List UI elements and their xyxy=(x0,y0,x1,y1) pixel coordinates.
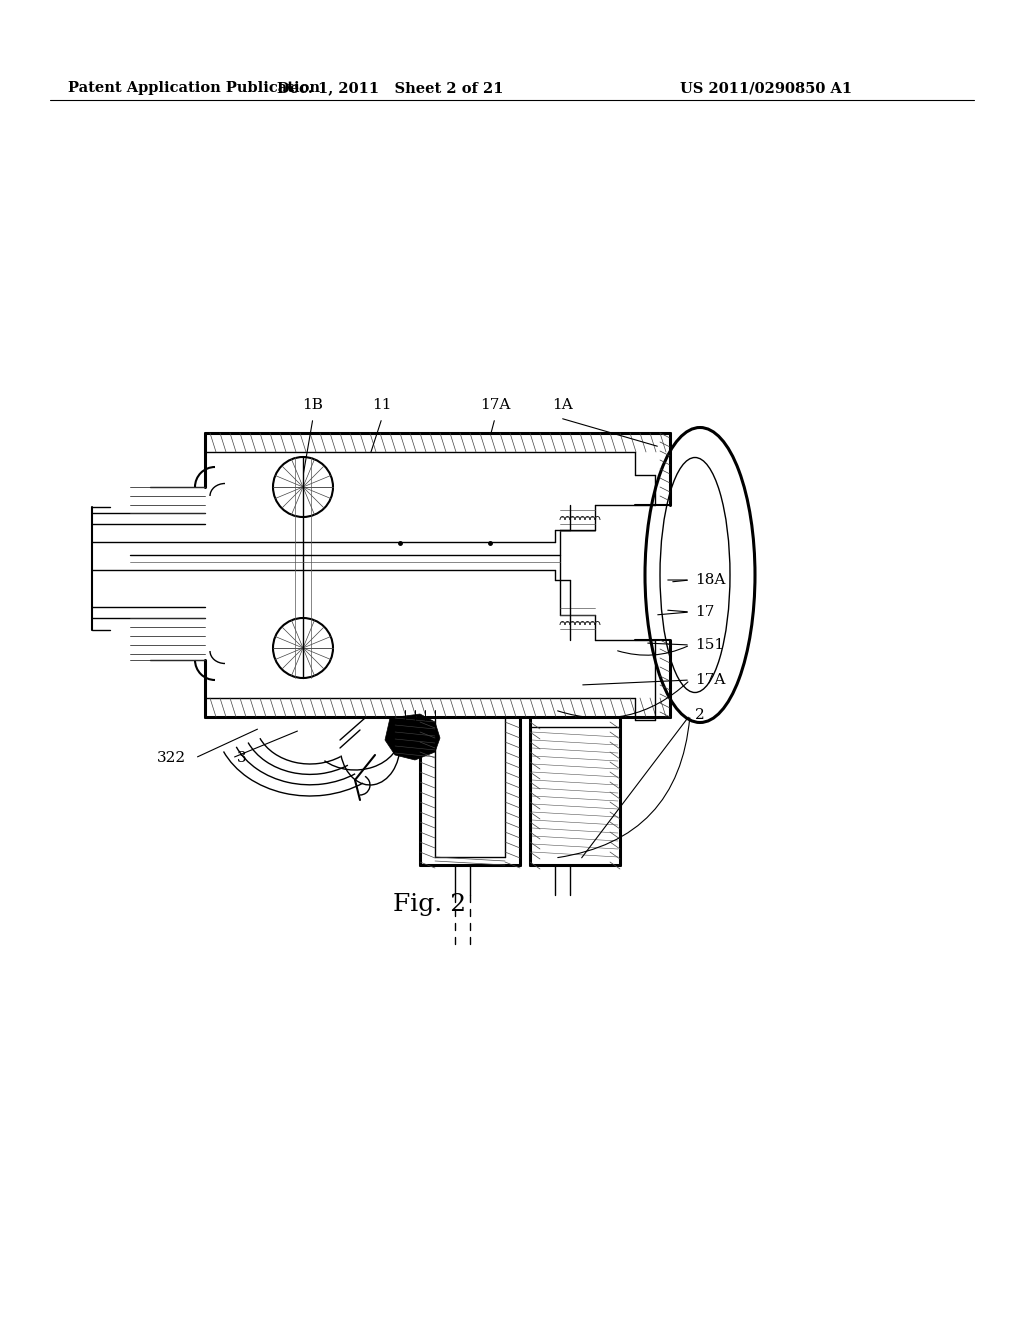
Text: Patent Application Publication: Patent Application Publication xyxy=(68,81,319,95)
Text: 18A: 18A xyxy=(695,573,725,587)
Text: US 2011/0290850 A1: US 2011/0290850 A1 xyxy=(680,81,852,95)
Text: 2: 2 xyxy=(695,708,705,722)
Text: 17A: 17A xyxy=(480,399,510,412)
Polygon shape xyxy=(385,714,440,760)
Text: 1B: 1B xyxy=(302,399,324,412)
Text: 17A: 17A xyxy=(695,673,725,686)
Text: Fig. 2: Fig. 2 xyxy=(393,894,467,916)
Text: Dec. 1, 2011   Sheet 2 of 21: Dec. 1, 2011 Sheet 2 of 21 xyxy=(276,81,503,95)
Text: 322: 322 xyxy=(157,751,186,766)
Text: 151: 151 xyxy=(695,638,724,652)
Text: 17: 17 xyxy=(695,605,715,619)
Text: 11: 11 xyxy=(373,399,392,412)
Text: 1A: 1A xyxy=(552,399,572,412)
Text: 3: 3 xyxy=(237,751,247,766)
